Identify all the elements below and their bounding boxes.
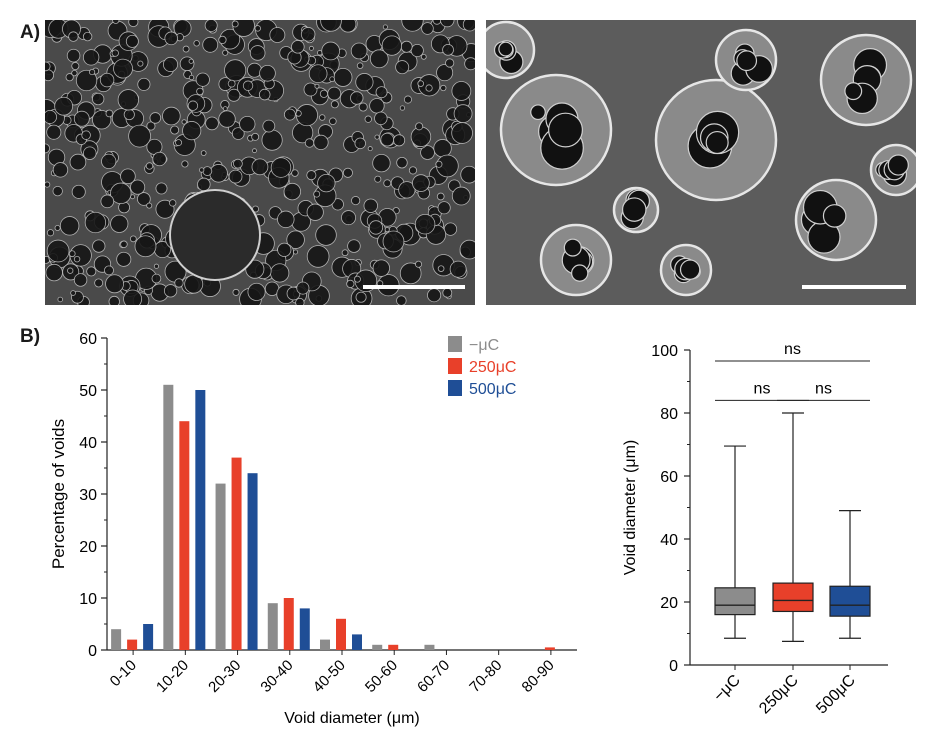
y-tick-label: 0 (669, 658, 678, 675)
legend-label: −μC (469, 337, 499, 354)
x-tick-label: 70-80 (466, 657, 505, 696)
x-tick-label: 0-10 (107, 657, 140, 690)
bar (179, 421, 190, 650)
y-tick-label: 20 (79, 539, 97, 556)
bar (544, 647, 555, 650)
scale-bar (802, 285, 906, 289)
y-tick-label: 60 (79, 331, 97, 348)
significance-label: ns (815, 380, 832, 397)
bar (320, 639, 330, 650)
box (772, 582, 814, 613)
bar (283, 598, 294, 650)
y-tick-label: 40 (79, 435, 97, 452)
bar (247, 473, 258, 650)
y-tick-label: 50 (79, 383, 97, 400)
bar (299, 608, 310, 650)
sem-porous-texture (45, 20, 475, 305)
box (714, 587, 756, 616)
x-tick-label: 250μC (756, 672, 802, 718)
bar (127, 639, 138, 650)
legend-swatch (448, 336, 462, 352)
x-tick-label: 60-70 (414, 657, 453, 696)
legend-swatch (448, 358, 462, 374)
bar (424, 644, 435, 650)
legend-label: 500μC (469, 381, 516, 398)
y-axis-label: Void diameter (μm) (622, 440, 639, 575)
bar (267, 603, 278, 650)
bar (111, 629, 122, 650)
y-tick-label: 0 (88, 643, 97, 660)
y-axis-label: Percentage of voids (49, 419, 68, 569)
bar (231, 457, 242, 650)
bar (352, 634, 362, 650)
panel-b-label: B) (20, 326, 41, 347)
y-tick-label: 100 (651, 343, 678, 360)
legend-swatch (448, 380, 462, 396)
sem-image-high-magnification (486, 20, 916, 305)
void-diameter-boxplot: 0 20 40 60 80 100 −μC 250μC 500μC ns ns ns Void diam… (622, 341, 888, 718)
x-axis-label: Void diameter (μm) (284, 710, 419, 727)
bar (143, 624, 154, 650)
x-tick-label: 20-30 (205, 657, 244, 696)
y-tick-label: 80 (660, 406, 678, 423)
significance-label: ns (754, 380, 771, 397)
scale-bar (363, 285, 465, 289)
bar (163, 384, 174, 650)
x-tick-label: 10-20 (153, 657, 192, 696)
bar (372, 644, 383, 650)
void-diameter-histogram: 0 10 20 30 40 50 60 0-10 10-20 20-30 30-40 40-50 50-… (49, 331, 577, 727)
sem-image-low-magnification (45, 20, 475, 305)
x-tick-label: 80-90 (519, 657, 558, 696)
x-tick-label: 40-50 (310, 657, 349, 696)
sem-large-void-texture (486, 20, 916, 305)
x-tick-label: −μC (711, 672, 744, 705)
bar (336, 618, 346, 650)
y-tick-label: 30 (79, 487, 97, 504)
significance-label: ns (784, 341, 801, 358)
y-tick-label: 60 (660, 469, 678, 486)
x-tick-label: 30-40 (257, 657, 296, 696)
box (829, 585, 871, 617)
y-tick-label: 20 (660, 595, 678, 612)
x-tick-label: 50-60 (362, 657, 401, 696)
bar (388, 644, 399, 650)
y-tick-label: 10 (79, 591, 97, 608)
bar (195, 390, 206, 650)
legend-label: 250μC (469, 359, 516, 376)
panel-a-label: A) (20, 22, 41, 43)
bar (215, 483, 226, 650)
y-tick-label: 40 (660, 532, 678, 549)
x-tick-label: 500μC (813, 672, 859, 718)
